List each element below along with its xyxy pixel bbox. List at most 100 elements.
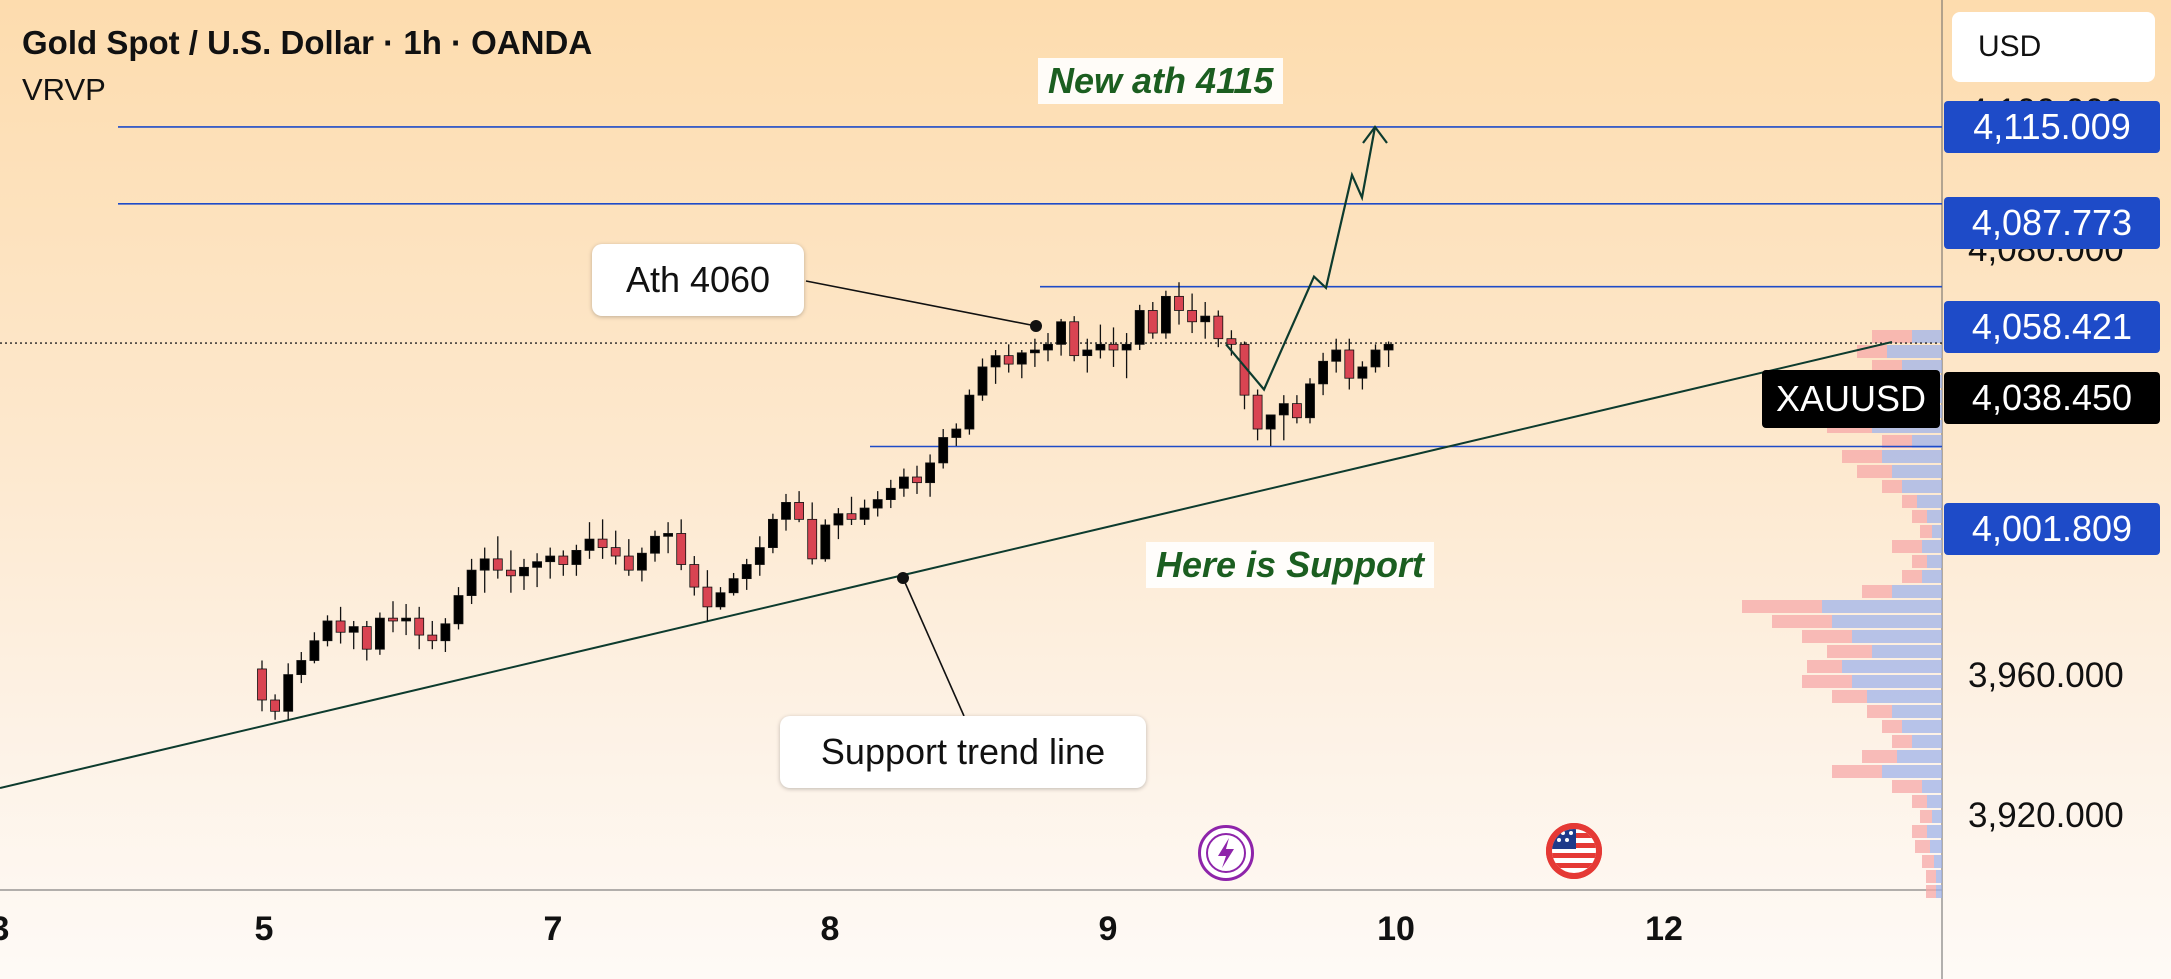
volume-profile-bar-down — [1772, 615, 1832, 628]
candle-up — [309, 640, 320, 661]
candle-down — [807, 518, 818, 560]
volume-profile-bar-up — [1882, 765, 1942, 778]
candle-down — [702, 586, 713, 608]
support-trend-line — [0, 341, 1893, 789]
candle-up — [885, 487, 896, 500]
candle-down — [610, 547, 621, 557]
volume-profile-bar-up — [1927, 510, 1942, 523]
volume-profile-bar-up — [1927, 825, 1942, 838]
volume-profile-bar-up — [1832, 615, 1942, 628]
volume-profile-bar-down — [1862, 585, 1892, 598]
volume-profile-bar-down — [1892, 540, 1922, 553]
volume-profile-bar-down — [1912, 555, 1927, 568]
note-here-is-support[interactable]: Here is Support — [1146, 542, 1435, 588]
lightning-event-icon[interactable] — [1198, 825, 1254, 881]
volume-profile-bar-up — [1922, 780, 1942, 793]
volume-profile-bar-down — [1912, 795, 1927, 808]
us-flag-event-icon[interactable] — [1546, 823, 1602, 879]
volume-profile-bar-down — [1882, 720, 1902, 733]
candle-up — [637, 552, 647, 571]
candle-down — [1213, 315, 1224, 340]
candle-up — [296, 660, 307, 675]
time-axis-label: 12 — [1645, 910, 1683, 948]
volume-profile-bar-down — [1872, 360, 1902, 373]
candle-up — [872, 499, 883, 509]
volume-profile-bar-up — [1917, 495, 1942, 508]
volume-profile-bar-down — [1902, 495, 1917, 508]
candle-up — [1265, 414, 1276, 430]
candle-down — [689, 564, 700, 588]
volume-profile-bar-up — [1912, 435, 1942, 448]
candle-up — [1278, 403, 1289, 416]
volume-profile-bar-down — [1802, 630, 1852, 643]
candle-up — [859, 507, 870, 520]
volume-profile-bar-up — [1922, 570, 1942, 583]
candle-down — [597, 538, 608, 548]
volume-profile-bar-up — [1892, 705, 1942, 718]
volume-profile-bar-up — [1932, 525, 1942, 538]
candle-down — [1069, 321, 1080, 357]
candle-down — [1239, 343, 1250, 396]
candle-down — [427, 634, 438, 642]
volume-profile-bar-up — [1927, 795, 1942, 808]
volume-profile-bar-down — [1920, 810, 1932, 823]
projection-arrowhead — [1362, 125, 1388, 144]
price-tag-level[interactable]: 4,115.009 — [1944, 101, 2160, 153]
candle-down — [1252, 394, 1263, 430]
price-tag-level[interactable]: 4,087.773 — [1944, 197, 2160, 249]
candle-down — [1147, 310, 1158, 334]
volume-profile-bar-up — [1912, 330, 1942, 343]
price-tag-level[interactable]: 4,058.421 — [1944, 301, 2160, 353]
volume-profile-bar-up — [1852, 675, 1942, 688]
volume-profile-bar-up — [1867, 690, 1942, 703]
candle-up — [833, 513, 844, 526]
volume-profile-bar-down — [1915, 840, 1930, 853]
volume-profile-bar-down — [1926, 885, 1936, 898]
candle-down — [1292, 403, 1302, 419]
volume-profile-bar-down — [1842, 450, 1882, 463]
callout-ath[interactable]: Ath 4060 — [592, 244, 804, 316]
candle-up — [1305, 383, 1315, 419]
candle-down — [1174, 295, 1184, 311]
candle-up — [964, 394, 975, 430]
candle-up — [938, 437, 949, 464]
currency-selector[interactable]: USD — [1952, 12, 2155, 82]
volume-profile-bar-up — [1852, 630, 1942, 643]
candle-up — [977, 366, 988, 396]
volume-profile-bar-up — [1892, 465, 1942, 478]
candle-up — [374, 617, 385, 650]
volume-profile-bar-up — [1872, 645, 1942, 658]
volume-profile-bar-down — [1867, 705, 1892, 718]
volume-profile-bar-up — [1912, 735, 1942, 748]
indicator-label-vrvp[interactable]: VRVP — [22, 72, 106, 107]
price-tag-level[interactable]: 4,001.809 — [1944, 503, 2160, 555]
candle-up — [1043, 343, 1053, 351]
candle-up — [584, 538, 595, 551]
callout-support-trend-line[interactable]: Support trend line — [780, 716, 1146, 788]
candle-down — [388, 617, 398, 622]
volume-profile-bar-up — [1892, 585, 1942, 598]
candle-down — [492, 558, 503, 571]
note-new-ath[interactable]: New ath 4115 — [1038, 58, 1284, 104]
volume-profile-bar-up — [1897, 750, 1942, 763]
chart-title: Gold Spot / U.S. Dollar · 1h · OANDA — [22, 24, 593, 61]
candle-up — [899, 476, 909, 489]
candle-up — [663, 533, 673, 537]
candle-up — [650, 535, 660, 554]
price-tag-current[interactable]: 4,038.450 — [1944, 372, 2160, 424]
candle-down — [912, 476, 922, 484]
volume-profile-bar-up — [1930, 840, 1942, 853]
candle-down — [335, 620, 346, 633]
volume-profile-bar-up — [1927, 555, 1942, 568]
candle-down — [623, 555, 634, 571]
candle-up — [925, 462, 935, 484]
candle-up — [283, 674, 294, 712]
volume-profile-bar-up — [1842, 660, 1942, 673]
volume-profile-bar-down — [1872, 330, 1912, 343]
volume-profile-bar-up — [1936, 870, 1942, 883]
support-leader-line — [902, 577, 965, 717]
candle-up — [768, 518, 778, 548]
candle-down — [505, 569, 516, 577]
volume-profile-bar-down — [1862, 750, 1897, 763]
